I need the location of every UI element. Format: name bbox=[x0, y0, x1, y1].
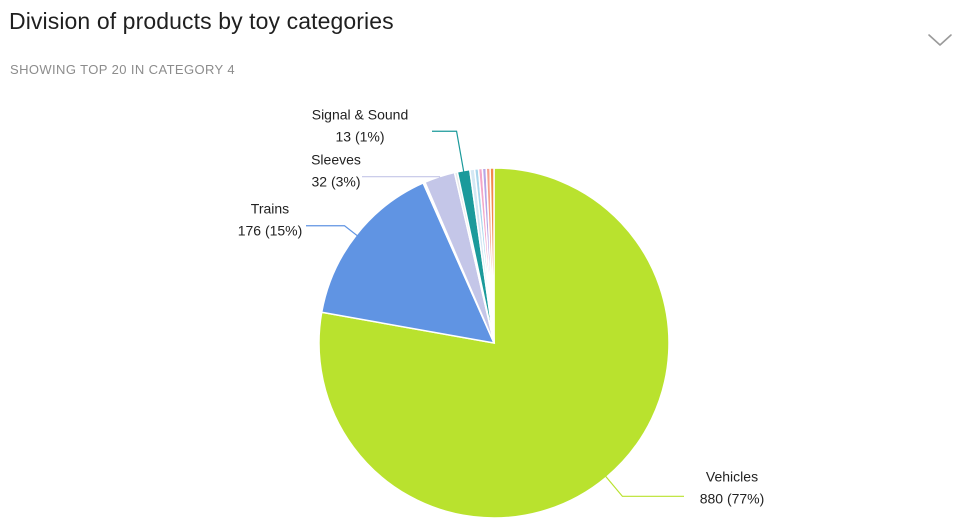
slice-label-name: Signal & Sound bbox=[312, 106, 409, 122]
slice-label-name: Sleeves bbox=[311, 152, 361, 168]
chevron-down-icon bbox=[928, 34, 952, 46]
label-leader-line bbox=[432, 130, 465, 173]
slice-label-value: 32 (3%) bbox=[311, 174, 360, 190]
label-leader-line bbox=[306, 225, 359, 237]
chart-subtitle: SHOWING TOP 20 IN CATEGORY 4 bbox=[10, 62, 236, 77]
label-leader-line bbox=[604, 475, 684, 497]
label-leader-line bbox=[362, 176, 441, 179]
collapse-button[interactable] bbox=[926, 30, 954, 50]
pie-slices bbox=[318, 167, 670, 519]
slice-label-name: Trains bbox=[251, 201, 289, 217]
slice-label-value: 13 (1%) bbox=[335, 128, 384, 144]
slice-label-name: Vehicles bbox=[706, 468, 758, 484]
pie-labels: Vehicles 880 (77%) Trains 176 (15%) Sleeves 3… bbox=[238, 106, 765, 506]
slice-label-value: 176 (15%) bbox=[238, 223, 303, 239]
pie-slice-11[interactable] bbox=[489, 167, 495, 344]
chart-title: Division of products by toy categories bbox=[9, 8, 394, 34]
slice-label-value: 880 (77%) bbox=[700, 490, 765, 506]
